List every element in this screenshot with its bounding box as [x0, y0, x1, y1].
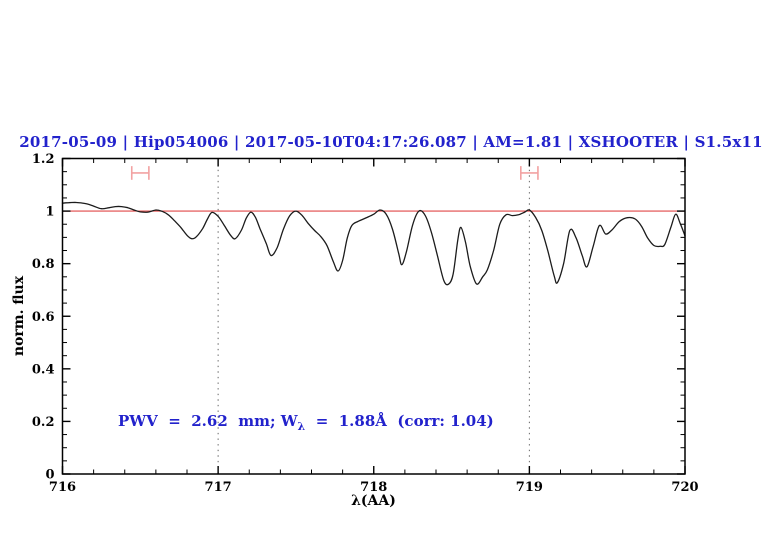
plot-frame	[61, 157, 686, 475]
svg-text:716: 716	[49, 480, 76, 495]
axis-tick-labels: 716 717 718 719 720 0 0.2 0.4 0.6 0.8 1 1.2	[32, 152, 699, 495]
svg-text:718: 718	[360, 480, 387, 495]
wavelength-vlines	[217, 158, 530, 474]
svg-text:720: 720	[671, 480, 698, 495]
svg-text:0.6: 0.6	[32, 310, 55, 325]
x-axis-label: λ(AA)	[351, 493, 396, 509]
svg-text:0.4: 0.4	[32, 362, 55, 377]
svg-text:0.2: 0.2	[32, 415, 55, 430]
svg-text:1: 1	[45, 205, 54, 220]
plot-title: 2017-05-09 | Hip054006 | 2017-05-10T04:1…	[19, 133, 763, 151]
axis-ticks	[61, 157, 686, 475]
measurement-window-markers	[130, 166, 539, 180]
svg-text:0.8: 0.8	[32, 257, 55, 272]
svg-text:719: 719	[516, 480, 543, 495]
pwv-annotation-suffix: = 1.88Å (corr: 1.04)	[305, 412, 494, 430]
pwv-annotation-subscript: λ	[297, 420, 306, 433]
svg-text:1.2: 1.2	[32, 152, 55, 167]
svg-text:0: 0	[45, 468, 54, 483]
pwv-annotation-prefix: PWV = 2.62 mm; W	[118, 412, 298, 430]
spectrum-curve	[61, 201, 686, 286]
pwv-annotation: PWV = 2.62 mm; Wλ = 1.88Å (corr: 1.04)	[118, 412, 494, 433]
svg-text:717: 717	[205, 480, 232, 495]
